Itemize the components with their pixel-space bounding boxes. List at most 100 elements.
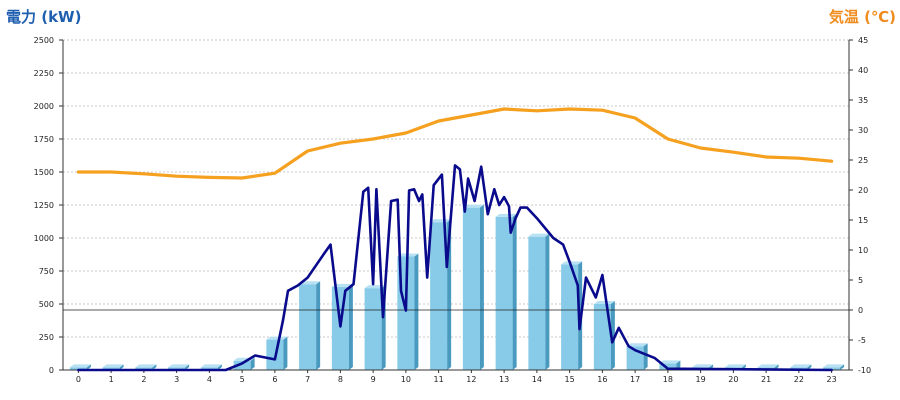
bar-side (250, 357, 255, 370)
bar-face (102, 367, 120, 370)
right-tick-label: 35 (858, 96, 868, 105)
right-tick-label: 10 (858, 246, 868, 255)
bar-face (200, 367, 218, 370)
bar-face (331, 286, 349, 370)
x-tick-label: 17 (630, 375, 640, 384)
bar-top (135, 364, 157, 368)
right-tick-label: 5 (858, 276, 863, 285)
x-tick-label: 0 (76, 375, 81, 384)
x-tick-label: 15 (565, 375, 575, 384)
bar-top (495, 213, 517, 217)
right-tick-label: 25 (858, 156, 868, 165)
x-tick-label: 21 (761, 375, 771, 384)
left-tick-label: 500 (39, 300, 54, 309)
bar-face (528, 236, 546, 370)
x-tick-label: 6 (272, 375, 277, 384)
bar-side (119, 364, 124, 370)
x-tick-label: 2 (141, 375, 146, 384)
bar-top (823, 364, 845, 368)
bar-top (528, 233, 550, 237)
bar-side (414, 253, 419, 370)
bar-top (692, 364, 714, 368)
bar-14 (528, 233, 550, 370)
bar-top (626, 343, 648, 347)
x-tick-label: 19 (696, 375, 706, 384)
bar-side (316, 281, 321, 370)
right-tick-label: -10 (858, 366, 871, 375)
bar-23 (823, 364, 845, 370)
bar-1 (102, 364, 124, 370)
left-tick-label: 1250 (34, 201, 54, 210)
bar-face (299, 284, 317, 370)
bar-top (430, 219, 452, 223)
x-tick-label: 12 (466, 375, 476, 384)
bar-11 (430, 219, 452, 370)
bar-side (479, 204, 484, 370)
x-tick-label: 3 (174, 375, 179, 384)
x-tick-label: 10 (401, 375, 411, 384)
x-tick-label: 9 (371, 375, 376, 384)
left-tick-label: 2000 (34, 102, 54, 111)
left-tick-label: 2250 (34, 69, 54, 78)
bar-side (512, 213, 517, 370)
right-tick-label: 15 (858, 216, 868, 225)
right-tick-label: 45 (858, 36, 868, 45)
x-tick-label: 23 (827, 375, 837, 384)
bar-top (69, 364, 91, 368)
left-tick-label: 1750 (34, 135, 54, 144)
bar-side (217, 364, 222, 370)
bar-side (643, 343, 648, 370)
bar-top (266, 336, 288, 340)
x-tick-label: 1 (109, 375, 114, 384)
bar-face (823, 367, 841, 370)
bar-side (610, 301, 615, 370)
left-tick-label: 1500 (34, 168, 54, 177)
left-tick-label: 1000 (34, 234, 54, 243)
bar-face (168, 367, 186, 370)
bar-face (659, 363, 677, 370)
bar-top (724, 364, 746, 368)
gridlines (63, 39, 849, 338)
bar-face (69, 367, 87, 370)
bar-6 (266, 336, 288, 370)
x-tick-label: 22 (794, 375, 804, 384)
bar-top (331, 283, 353, 287)
bar-side (283, 336, 288, 370)
bar-16 (593, 301, 615, 370)
left-axis-label: 電力 (kW) (6, 8, 81, 26)
temperature-line (76, 107, 834, 180)
left-tick-label: 0 (49, 366, 54, 375)
bar-top (757, 364, 779, 368)
bar-top (102, 364, 124, 368)
series-lines (76, 107, 834, 372)
bar-12 (462, 204, 484, 370)
bar-top (168, 364, 190, 368)
tick-labels: 0 250 500 7 5 0 1000 1250 1500 1750 2000 2250 2500 -1… (34, 36, 871, 384)
bar-8 (331, 283, 353, 370)
bar-top (561, 261, 583, 265)
left-tick-label: 250 (39, 333, 54, 342)
axes (59, 39, 853, 373)
bar-side (185, 364, 190, 370)
bar-top (200, 364, 222, 368)
bar-face (135, 367, 153, 370)
left-tick-label: 2500 (34, 36, 54, 45)
bar-face (462, 207, 480, 370)
bar-7 (299, 281, 321, 370)
bar-2 (135, 364, 157, 370)
power-bars (69, 204, 845, 370)
bar-side (545, 233, 550, 370)
bar-5 (233, 357, 255, 370)
bar-4 (200, 364, 222, 370)
bar-13 (495, 213, 517, 370)
bar-0 (69, 364, 91, 370)
right-tick-label: 40 (858, 66, 868, 75)
x-tick-label: 4 (207, 375, 212, 384)
x-tick-label: 5 (240, 375, 245, 384)
right-tick-label: 30 (858, 126, 868, 135)
x-tick-label: 7 (305, 375, 310, 384)
power-line (77, 164, 833, 372)
bar-top (659, 360, 681, 364)
bar-top (593, 301, 615, 304)
